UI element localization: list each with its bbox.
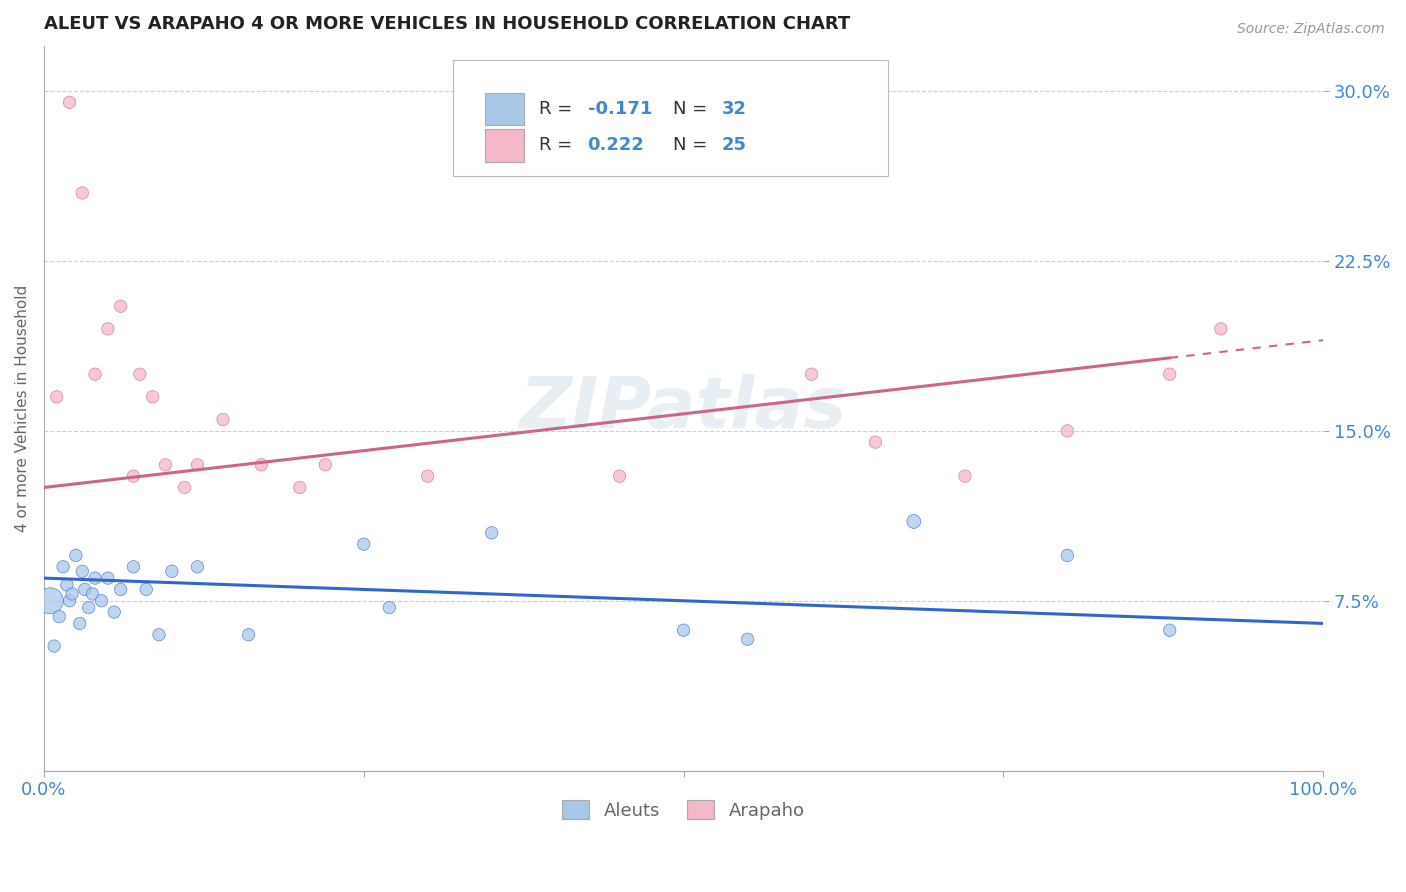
Point	[173, 481, 195, 495]
Text: ZIPatlas: ZIPatlas	[520, 374, 848, 442]
Point	[800, 367, 823, 381]
Text: N =: N =	[673, 100, 713, 118]
Point	[122, 559, 145, 574]
Point	[58, 594, 80, 608]
Y-axis label: 4 or more Vehicles in Household: 4 or more Vehicles in Household	[15, 285, 30, 532]
Point	[110, 582, 132, 597]
Point	[103, 605, 125, 619]
Point	[65, 549, 87, 563]
Point	[148, 628, 170, 642]
Point	[45, 390, 67, 404]
Point	[865, 435, 887, 450]
Point	[314, 458, 336, 472]
Point	[97, 322, 120, 336]
Point	[82, 587, 104, 601]
Point	[672, 624, 695, 638]
Point	[155, 458, 177, 472]
Point	[48, 609, 70, 624]
Point	[250, 458, 273, 472]
Point	[39, 594, 62, 608]
Point	[1159, 624, 1181, 638]
Point	[84, 367, 107, 381]
Text: -0.171: -0.171	[588, 100, 652, 118]
Point	[69, 616, 91, 631]
Point	[737, 632, 759, 647]
Point	[1056, 424, 1078, 438]
Point	[609, 469, 631, 483]
Point	[122, 469, 145, 483]
Point	[72, 564, 94, 578]
Point	[73, 582, 96, 597]
Point	[42, 639, 65, 653]
Point	[1159, 367, 1181, 381]
Point	[416, 469, 439, 483]
Point	[58, 95, 80, 110]
FancyBboxPatch shape	[453, 60, 889, 177]
Text: R =: R =	[538, 136, 578, 154]
Point	[110, 299, 132, 313]
Point	[953, 469, 976, 483]
Point	[1209, 322, 1232, 336]
Text: R =: R =	[538, 100, 578, 118]
Legend: Aleuts, Arapaho: Aleuts, Arapaho	[555, 793, 813, 827]
Point	[378, 600, 401, 615]
FancyBboxPatch shape	[485, 93, 523, 126]
Point	[353, 537, 375, 551]
Point	[186, 458, 208, 472]
Point	[142, 390, 165, 404]
Point	[128, 367, 150, 381]
Point	[238, 628, 260, 642]
Point	[903, 515, 925, 529]
Text: 25: 25	[721, 136, 747, 154]
Point	[135, 582, 157, 597]
Text: ALEUT VS ARAPAHO 4 OR MORE VEHICLES IN HOUSEHOLD CORRELATION CHART: ALEUT VS ARAPAHO 4 OR MORE VEHICLES IN H…	[44, 15, 851, 33]
Point	[1056, 549, 1078, 563]
Point	[288, 481, 311, 495]
Text: Source: ZipAtlas.com: Source: ZipAtlas.com	[1237, 22, 1385, 37]
Point	[97, 571, 120, 585]
Point	[212, 412, 235, 426]
Point	[84, 571, 107, 585]
Point	[72, 186, 94, 200]
Point	[56, 578, 79, 592]
Point	[481, 525, 503, 540]
Point	[60, 587, 83, 601]
Point	[186, 559, 208, 574]
Text: 32: 32	[721, 100, 747, 118]
Point	[77, 600, 100, 615]
Point	[160, 564, 183, 578]
Text: 0.222: 0.222	[588, 136, 644, 154]
Point	[90, 594, 112, 608]
Text: N =: N =	[673, 136, 713, 154]
FancyBboxPatch shape	[485, 129, 523, 161]
Point	[52, 559, 75, 574]
